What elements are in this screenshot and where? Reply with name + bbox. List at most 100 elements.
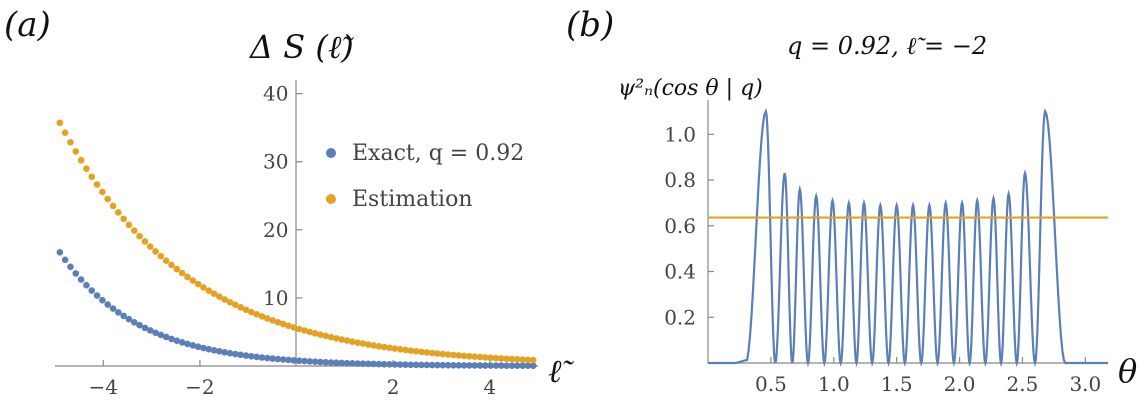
chart-b: 0.5 1.0 1.5 2.0 2.5 3.0 0.2 0.4 0.6 0.8 1.0 q = 0… [618, 32, 1137, 396]
chart-a-point [460, 362, 468, 369]
chart-a-point [487, 362, 494, 369]
chart-a-point [471, 353, 478, 360]
chart-a-point [476, 353, 484, 361]
chart-a-point [115, 209, 122, 216]
chart-a-xtick-label: −4 [89, 375, 118, 399]
chart-a-title: Δ S (ℓ̃) [248, 28, 354, 66]
chart-a-point [487, 354, 494, 362]
chart-a-point [364, 360, 372, 368]
chart-a-point [306, 358, 314, 365]
chart-a-point [120, 312, 127, 320]
chart-a-point [327, 359, 335, 366]
chart-a-point [380, 360, 388, 368]
chart-a-point [242, 306, 250, 314]
chart-b-title: q = 0.92, ℓ̃ = −2 [787, 32, 987, 60]
chart-a-point [141, 238, 149, 245]
chart-a-point [258, 354, 266, 361]
chart-a-point [364, 341, 372, 348]
chart-a-point [508, 362, 516, 369]
chart-a-point [242, 352, 250, 359]
chart-b-xtick-label: 0.5 [755, 372, 787, 396]
chart-a-point [338, 336, 346, 343]
chart-a-point [476, 362, 484, 369]
chart-a-point [99, 296, 106, 304]
chart-a-point [136, 232, 143, 240]
chart-b-xtick-label: 1.0 [818, 372, 850, 396]
legend-label-exact: Exact, q = 0.92 [352, 141, 524, 166]
chart-a-legend: Exact, q = 0.92 Estimation [326, 141, 524, 212]
chart-a-point [513, 362, 521, 369]
chart-a-point [226, 298, 234, 306]
chart-a-point [513, 356, 521, 363]
chart-a-point [428, 349, 436, 357]
chart-b-curve [708, 107, 1108, 368]
chart-b-ytick-label: 0.8 [664, 168, 696, 192]
chart-a-point [450, 351, 457, 359]
chart-a-point [56, 119, 64, 127]
chart-a-series-exact [56, 249, 537, 370]
chart-a-point [269, 355, 276, 362]
chart-a-point [67, 138, 74, 146]
chart-b-ytick-label: 1.0 [664, 122, 696, 146]
chart-a-point [311, 358, 319, 366]
chart-a-point [72, 270, 80, 277]
chart-a-point [194, 343, 202, 351]
chart-a-point [279, 320, 287, 328]
chart-a-point [338, 359, 346, 367]
chart-a-point [503, 355, 510, 363]
chart-a-point [253, 353, 260, 361]
chart-a-ytick-label: 30 [263, 150, 288, 174]
chart-a-point [370, 342, 377, 349]
chart-a-point [93, 181, 101, 188]
chart-a-point [524, 356, 532, 364]
chart-a-point [306, 328, 314, 336]
chart-a-point [88, 287, 96, 294]
chart-a-point [418, 348, 425, 356]
chart-a-point [317, 358, 324, 366]
chart-a-point [205, 287, 213, 294]
chart-b-xtick-label: 2.5 [1007, 372, 1039, 396]
chart-a-point [290, 324, 298, 331]
chart-a-point [136, 321, 143, 329]
chart-a-point [77, 156, 85, 164]
chart-a-point [407, 347, 415, 354]
chart-a-point [434, 350, 441, 357]
chart-a-point [226, 349, 234, 357]
chart-a-point [343, 359, 351, 367]
chart-a-point [423, 349, 431, 356]
chart-a-point [412, 347, 420, 355]
chart-a-point [125, 315, 133, 323]
chart-a: −4 −2 2 4 10 20 30 40 Δ S (ℓ̃) ℓ̃ Exact, q = 0… [55, 28, 574, 399]
chart-a-point [375, 360, 383, 368]
chart-a-point [317, 331, 324, 338]
chart-a-point [285, 356, 292, 364]
chart-a-point [333, 359, 340, 367]
chart-a-ytick-label: 20 [263, 218, 288, 242]
chart-a-point [428, 361, 436, 369]
chart-a-point [146, 243, 154, 250]
chart-a-point [423, 361, 431, 369]
chart-a-point [322, 332, 330, 340]
chart-a-point [93, 292, 101, 299]
chart-a-point [104, 301, 111, 308]
chart-a-point [460, 352, 468, 360]
chart-a-point [529, 362, 537, 370]
chart-a-point [279, 356, 287, 363]
chart-a-xlabel: ℓ̃ [548, 352, 574, 390]
chart-a-point [56, 249, 64, 256]
chart-b-xlabel: θ [1118, 352, 1137, 390]
chart-a-point [497, 362, 505, 369]
chart-a-point [508, 355, 516, 363]
chart-a-point [311, 330, 319, 337]
chart-a-point [210, 290, 218, 298]
chart-a-point [221, 349, 229, 356]
chart-a-point [162, 333, 170, 341]
chart-a-point [407, 361, 415, 369]
chart-a-point [61, 256, 69, 264]
chart-a-point [263, 315, 271, 322]
chart-a-point [247, 308, 255, 316]
chart-a-point [524, 362, 532, 370]
chart-a-point [301, 327, 308, 334]
chart-a-point [295, 357, 303, 365]
chart-a-point [189, 277, 197, 284]
